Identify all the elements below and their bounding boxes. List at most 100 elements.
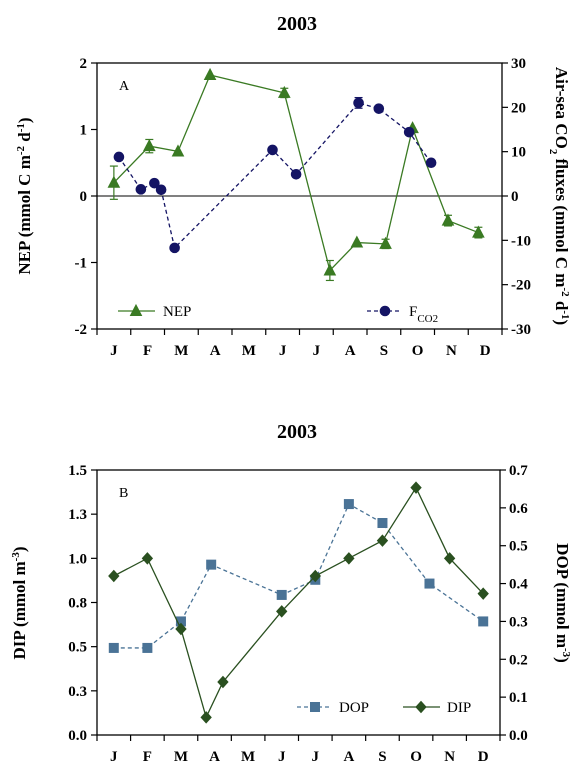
panel-a: 2003 NEP (mmol C m-2 d-1) Air-sea CO2 fl…	[15, 13, 571, 359]
data-point	[108, 569, 120, 583]
x-tick-label: J	[278, 749, 286, 761]
y-axis-label-left-text: NEP (mmol C m-2 d-1)	[15, 117, 34, 274]
data-point	[425, 157, 437, 169]
x-tick-label: S	[380, 343, 388, 359]
data-point	[290, 168, 302, 180]
y-tick-label: 1.5	[68, 463, 87, 479]
data-point	[376, 534, 389, 547]
legend: NEP FCO2	[118, 303, 438, 325]
x-tick-label: A	[209, 749, 220, 761]
panel-label: B	[119, 486, 128, 501]
data-point	[443, 552, 456, 565]
y2-tick-label: 0.5	[509, 539, 528, 555]
y2-tick-label: 0.6	[509, 501, 528, 517]
y-axis-label-right: Air-sea CO2 fluxes (mmol C m-2 d-1)	[547, 67, 571, 325]
y-tick-label: 1.3	[68, 507, 87, 523]
x-tick-label: S	[378, 749, 386, 761]
y2-tick-label: 10	[511, 145, 526, 161]
y2-tick-label: 0.0	[509, 728, 528, 744]
y-tick-label: -2	[75, 322, 88, 338]
y-tick-label: 0.8	[68, 596, 87, 612]
data-point	[142, 642, 153, 653]
y2-tick-label: 0.2	[509, 652, 528, 668]
x-tick-label: F	[143, 749, 152, 761]
data-point	[403, 126, 415, 138]
data-point	[277, 85, 291, 98]
y-axis-label-left: NEP (mmol C m-2 d-1)	[15, 117, 34, 274]
x-tick-label: M	[174, 343, 188, 359]
y-axis-label-left: DIP (mmol m-3)	[10, 546, 29, 659]
x-tick-label: O	[410, 749, 422, 761]
legend-label-fco2: FCO2	[409, 304, 438, 325]
data-point	[424, 578, 435, 589]
y-tick-label: 0.5	[68, 640, 87, 656]
data-point	[343, 552, 355, 565]
panel-b: 2003 DIP (mmol m-3) DOP (mmol m-3) 0.0 0.…	[10, 421, 572, 761]
data-point	[350, 235, 364, 248]
series-line	[118, 102, 432, 250]
data-point	[142, 139, 156, 152]
y2-tick-label: 20	[511, 100, 526, 116]
y-tick-label: 1	[80, 123, 88, 139]
y-tick-label: 0.3	[68, 684, 87, 700]
legend: DOP DIP	[297, 700, 471, 716]
y-axis-label-right-text: Air-sea CO2 fluxes (mmol C m-2 d-1)	[547, 67, 571, 325]
series-dop	[108, 499, 489, 653]
y-axis-label-right: DOP (mmol m-3)	[553, 543, 572, 663]
data-point	[477, 587, 489, 600]
legend-marker-dop	[310, 702, 320, 712]
x-tick-label: M	[174, 749, 188, 761]
legend-label-nep: NEP	[163, 304, 191, 320]
y2-tick-label: 0.7	[509, 463, 528, 479]
y2-tick-label: -10	[511, 233, 531, 249]
y-axis-label-left-text: DIP (mmol m-3)	[10, 546, 29, 659]
x-tick-label: J	[110, 749, 118, 761]
y2-tick-label: 0	[511, 189, 519, 205]
y-axis-label-right-text: DOP (mmol m-3)	[553, 543, 572, 663]
data-point	[276, 589, 287, 600]
y-tick-label: 0	[80, 189, 88, 205]
data-point	[206, 559, 217, 570]
data-point	[323, 263, 337, 276]
series-fco2	[113, 96, 437, 254]
y-tick-label: 1.0	[68, 551, 87, 567]
data-point	[217, 675, 229, 689]
plot-frame	[96, 469, 501, 736]
series-line	[113, 486, 484, 720]
data-point	[200, 711, 212, 724]
legend-label-dip: DIP	[447, 700, 471, 716]
x-tick-label: M	[241, 749, 255, 761]
x-tick-label: A	[345, 343, 356, 359]
series-line	[113, 503, 484, 649]
x-tick-label: D	[478, 749, 489, 761]
data-point	[135, 184, 147, 195]
legend-marker-dip	[415, 700, 427, 714]
data-point	[267, 144, 278, 156]
data-point	[108, 642, 119, 653]
data-point	[171, 144, 185, 157]
data-point	[155, 184, 167, 196]
x-tick-label: J	[110, 343, 118, 359]
legend-marker-nep	[129, 303, 143, 316]
y2-tick-label: 0.3	[509, 614, 528, 630]
series-nep	[107, 67, 485, 282]
data-point	[276, 605, 288, 618]
data-point	[353, 97, 364, 109]
y2-tick-label: 0.4	[509, 577, 528, 593]
x-tick-label: A	[210, 343, 221, 359]
data-point	[472, 225, 485, 238]
legend-label-dop: DOP	[339, 700, 369, 716]
y-tick-label: 2	[80, 56, 88, 72]
data-point	[149, 177, 160, 189]
x-tick-label: J	[312, 749, 320, 761]
data-point	[410, 481, 422, 494]
x-tick-label: F	[143, 343, 152, 359]
chart-title: 2003	[277, 13, 317, 35]
y2-tick-label: -30	[511, 322, 531, 338]
data-point	[478, 616, 489, 627]
data-point	[203, 67, 217, 80]
y2-tick-label: 0.1	[509, 690, 528, 706]
data-point	[175, 622, 187, 636]
chart-title: 2003	[277, 421, 317, 443]
